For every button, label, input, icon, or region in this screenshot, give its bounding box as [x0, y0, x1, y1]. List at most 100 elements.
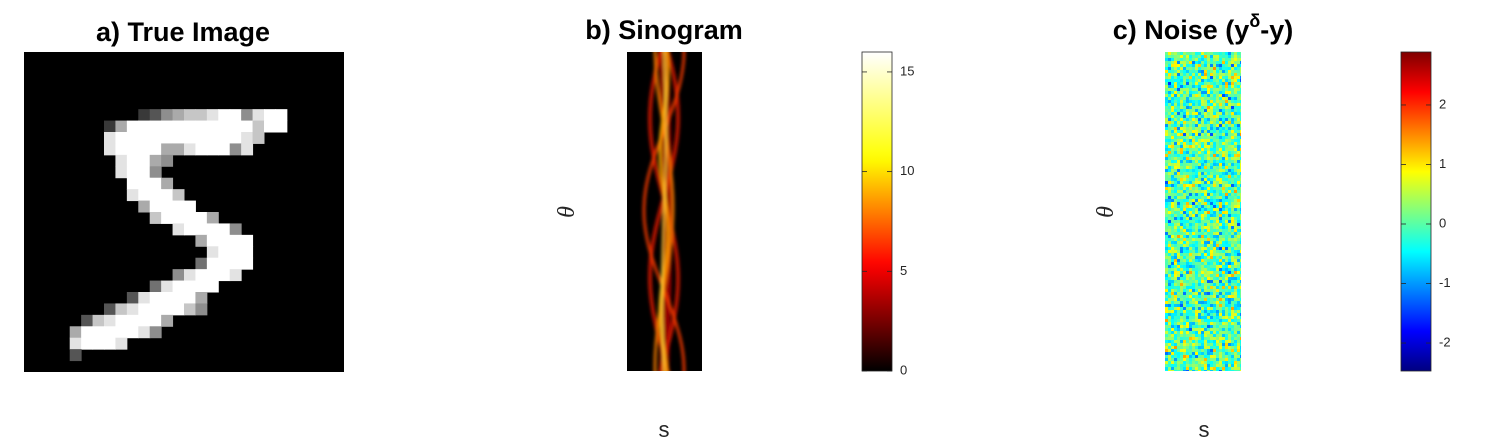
noise-pixel: [1216, 367, 1219, 370]
noise-pixel: [1204, 202, 1207, 205]
noise-pixel: [1186, 100, 1189, 103]
noise-pixel: [1204, 274, 1207, 277]
noise-pixel: [1195, 274, 1198, 277]
noise-pixel: [1210, 199, 1213, 202]
noise-pixel: [1216, 304, 1219, 307]
noise-pixel: [1192, 298, 1195, 301]
noise-pixel: [1189, 346, 1192, 349]
noise-pixel: [1222, 145, 1225, 148]
noise-pixel: [1186, 223, 1189, 226]
noise-pixel: [1204, 337, 1207, 340]
noise-pixel: [1231, 325, 1234, 328]
noise-pixel: [1204, 178, 1207, 181]
noise-pixel: [1237, 97, 1240, 100]
noise-pixel: [1168, 220, 1171, 223]
noise-pixel: [1186, 349, 1189, 352]
noise-pixel: [1231, 184, 1234, 187]
noise-pixel: [1186, 244, 1189, 247]
noise-pixel: [1195, 52, 1198, 55]
noise-pixel: [1216, 334, 1219, 337]
noise-pixel: [1231, 217, 1234, 220]
noise-pixel: [1192, 232, 1195, 235]
noise-pixel: [1204, 76, 1207, 79]
noise-pixel: [1168, 148, 1171, 151]
noise-pixel: [1201, 202, 1204, 205]
noise-pixel: [1165, 76, 1168, 79]
noise-pixel: [1240, 247, 1241, 250]
noise-pixel: [1207, 352, 1210, 355]
noise-pixel: [1240, 121, 1241, 124]
noise-pixel: [1225, 316, 1228, 319]
noise-pixel: [1225, 175, 1228, 178]
noise-pixel: [1240, 253, 1241, 256]
noise-pixel: [1204, 97, 1207, 100]
noise-pixel: [1234, 79, 1237, 82]
noise-pixel: [1231, 310, 1234, 313]
noise-pixel: [1201, 154, 1204, 157]
noise-pixel: [1228, 340, 1231, 343]
noise-pixel: [1177, 298, 1180, 301]
noise-pixel: [1177, 52, 1180, 55]
noise-pixel: [1189, 358, 1192, 361]
noise-pixel: [1183, 301, 1186, 304]
noise-pixel: [1171, 91, 1174, 94]
noise-pixel: [1174, 235, 1177, 238]
noise-pixel: [1177, 100, 1180, 103]
noise-pixel: [1210, 301, 1213, 304]
noise-pixel: [1174, 298, 1177, 301]
image-pixel: [229, 257, 242, 270]
noise-pixel: [1228, 280, 1231, 283]
noise-pixel: [1195, 85, 1198, 88]
noise-pixel: [1198, 187, 1201, 190]
noise-pixel: [1240, 319, 1241, 322]
noise-pixel: [1234, 238, 1237, 241]
noise-pixel: [1165, 319, 1168, 322]
noise-pixel: [1165, 82, 1168, 85]
noise-pixel: [1174, 325, 1177, 328]
noise-pixel: [1216, 328, 1219, 331]
noise-pixel: [1174, 115, 1177, 118]
noise-pixel: [1225, 133, 1228, 136]
noise-pixel: [1204, 163, 1207, 166]
noise-pixel: [1189, 265, 1192, 268]
noise-pixel: [1225, 226, 1228, 229]
noise-pixel: [1216, 187, 1219, 190]
noise-pixel: [1186, 286, 1189, 289]
colorbar-tick-label: 1: [1439, 156, 1446, 171]
noise-pixel: [1183, 67, 1186, 70]
noise-pixel: [1213, 367, 1216, 370]
noise-pixel: [1168, 211, 1171, 214]
noise-pixel: [1231, 145, 1234, 148]
noise-pixel: [1207, 139, 1210, 142]
noise-pixel: [1228, 112, 1231, 115]
noise-pixel: [1204, 310, 1207, 313]
noise-pixel: [1204, 313, 1207, 316]
noise-pixel: [1165, 61, 1168, 64]
noise-pixel: [1237, 163, 1240, 166]
noise-pixel: [1228, 199, 1231, 202]
noise-pixel: [1186, 115, 1189, 118]
noise-pixel: [1225, 121, 1228, 124]
noise-pixel: [1168, 331, 1171, 334]
image-pixel: [126, 326, 139, 339]
noise-pixel: [1216, 262, 1219, 265]
noise-pixel: [1219, 211, 1222, 214]
noise-pixel: [1219, 301, 1222, 304]
noise-pixel: [1219, 118, 1222, 121]
noise-pixel: [1216, 370, 1219, 371]
noise-pixel: [1195, 193, 1198, 196]
noise-pixel: [1192, 226, 1195, 229]
noise-pixel: [1183, 55, 1186, 58]
noise-pixel: [1207, 163, 1210, 166]
noise-pixel: [1165, 361, 1168, 364]
noise-pixel: [1231, 91, 1234, 94]
noise-pixel: [1201, 82, 1204, 85]
noise-pixel: [1237, 58, 1240, 61]
noise-pixel: [1180, 241, 1183, 244]
noise-pixel: [1195, 154, 1198, 157]
noise-pixel: [1207, 67, 1210, 70]
noise-pixel: [1183, 271, 1186, 274]
image-pixel: [206, 234, 219, 247]
noise-pixel: [1198, 67, 1201, 70]
noise-pixel: [1240, 94, 1241, 97]
